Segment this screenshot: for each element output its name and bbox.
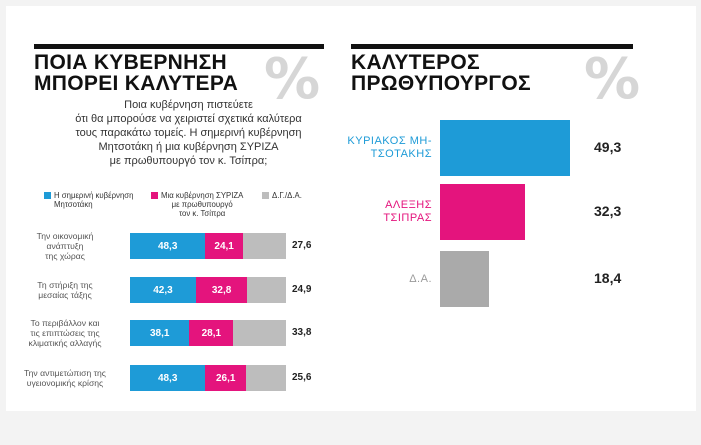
pm-label-line: Δ.Α.: [409, 272, 432, 285]
bar-dk: [233, 320, 286, 346]
pm-value-label: 18,4: [594, 270, 622, 286]
left-title-rule: [34, 44, 324, 49]
legend-item-mitsotakis: Η σημερινή κυβέρνηση Μητσοτάκη: [44, 191, 133, 209]
legend-line: Μητσοτάκη: [54, 200, 93, 209]
row-label: Το περιβάλλον και τις επιπτώσεις της κλιμα…: [8, 318, 122, 348]
bar-mitsotakis: 48,3: [130, 365, 206, 391]
bar-value-label: 48,3: [157, 372, 178, 384]
bar-value-label: 24,1: [214, 240, 234, 252]
legend-text: Δ.Γ./Δ.Α.: [272, 191, 302, 200]
legend-line: Δ.Γ./Δ.Α.: [272, 191, 302, 200]
bar-dk-value-label: 33,8: [292, 327, 312, 338]
pm-label: Δ.Α.: [332, 273, 432, 286]
left-title-line2: ΜΠΟΡΕΙ ΚΑΛΥΤΕΡΑ: [34, 72, 239, 95]
bar-syriza: 26,1: [205, 365, 247, 391]
legend-swatch: [44, 192, 51, 199]
intro-line: ότι θα μπορούσε να χειριστεί σχετικά καλ…: [75, 113, 302, 125]
pm-bar: [440, 184, 526, 240]
pm-label-line: ΚΥΡΙΑΚΟΣ ΜΗ-: [347, 135, 432, 147]
chart-panel: ΠΟΙΑ ΚΥΒΕΡΝΗΣΗ ΜΠΟΡΕΙ ΚΑΛΥΤΕΡΑ % Ποια κυ…: [6, 6, 696, 411]
row-label: Την αντιμετώπιση της υγειονομικής κρίσης: [8, 368, 122, 388]
bar-value-label: 48,3: [157, 240, 178, 252]
pm-bar: [440, 120, 570, 176]
bar-dk-value-label: 25,6: [292, 372, 312, 383]
row-label-line: Την αντιμετώπιση της: [24, 368, 106, 378]
pm-value-label: 32,3: [594, 203, 622, 219]
bar-value-label: 42,3: [153, 284, 173, 296]
bar-mitsotakis: 48,3: [130, 233, 206, 259]
pm-label-line: ΤΣΙΠΡΑΣ: [383, 212, 432, 224]
bar-value-label: 28,1: [201, 327, 222, 339]
legend-line: Η σημερινή κυβέρνηση: [54, 191, 134, 200]
legend-swatch: [151, 192, 158, 199]
bar-mitsotakis: 38,1: [130, 320, 190, 346]
legend-swatch: [262, 192, 269, 199]
bar-dk: [242, 233, 286, 259]
right-title-line2: ΠΡΩΘΥΠΟΥΡΓΟΣ: [351, 72, 531, 95]
row-label-line: τις επιπτώσεις της: [30, 328, 100, 338]
bar-dk: [246, 365, 286, 391]
right-title-line1: ΚΑΛΥΤΕΡΟΣ: [351, 51, 480, 74]
legend-line: με πρωθυπουργό: [171, 200, 233, 209]
pm-value-label: 49,3: [594, 139, 622, 155]
row-label-line: μεσαίας τάξης: [38, 290, 92, 300]
legend-item-syriza: Μια κυβέρνηση ΣΥΡΙΖΑ με πρωθυπουργό τον …: [151, 191, 243, 218]
left-percent-symbol: %: [264, 47, 321, 112]
row-label: Την οικονομική ανάπτυξη της χώρας: [8, 231, 122, 261]
pm-label: ΑΛΕΞΗΣ ΤΣΙΠΡΑΣ: [332, 199, 432, 225]
row-label-line: Τη στήριξη της: [37, 280, 93, 290]
row-label-line: Το περιβάλλον και: [30, 318, 100, 328]
intro-line: με πρωθυπουργό τον κ. Τσίπρα;: [109, 155, 268, 167]
bar-syriza: 28,1: [189, 320, 234, 346]
legend-item-dk: Δ.Γ./Δ.Α.: [262, 191, 302, 200]
pm-label-line: ΤΣΟΤΑΚΗΣ: [370, 148, 432, 160]
pm-label: ΚΥΡΙΑΚΟΣ ΜΗ- ΤΣΟΤΑΚΗΣ: [332, 135, 432, 161]
row-label-line: υγειονομικής κρίσης: [26, 378, 104, 388]
left-intro-text: Ποια κυβέρνηση πιστεύετε ότι θα μπορούσε…: [46, 98, 331, 168]
intro-line: Ποια κυβέρνηση πιστεύετε: [124, 99, 253, 111]
bar-dk-value-label: 27,6: [292, 240, 312, 251]
legend-line: τον κ. Τσίπρα: [179, 209, 226, 218]
row-label-line: της χώρας: [45, 251, 85, 261]
legend-text: Η σημερινή κυβέρνηση Μητσοτάκη: [54, 191, 133, 209]
right-title-rule: [351, 44, 633, 49]
legend-text: Μια κυβέρνηση ΣΥΡΙΖΑ με πρωθυπουργό τον …: [161, 191, 243, 218]
right-percent-symbol: %: [584, 47, 641, 112]
bar-dk-value-label: 24,9: [292, 284, 312, 295]
bar-mitsotakis: 42,3: [130, 277, 196, 303]
bar-syriza: 32,8: [195, 277, 248, 303]
bar-syriza: 24,1: [205, 233, 243, 259]
row-label-line: ανάπτυξη: [46, 241, 84, 251]
bar-value-label: 26,1: [215, 372, 236, 384]
pm-bar: [440, 251, 489, 307]
legend-line: Μια κυβέρνηση ΣΥΡΙΖΑ: [161, 191, 244, 200]
intro-line: τους παρακάτω τομείς. Η σημερινή κυβέρνη…: [75, 127, 302, 139]
row-label-line: κλιματικής αλλαγής: [28, 338, 102, 348]
left-title-line1: ΠΟΙΑ ΚΥΒΕΡΝΗΣΗ: [34, 51, 227, 74]
pm-label-line: ΑΛΕΞΗΣ: [385, 199, 432, 211]
row-label: Τη στήριξη της μεσαίας τάξης: [8, 280, 122, 300]
intro-line: Μητσοτάκη ή μια κυβέρνηση ΣΥΡΙΖΑ: [98, 141, 279, 153]
bar-value-label: 38,1: [149, 327, 170, 339]
row-label-line: Την οικονομική: [36, 231, 94, 241]
bar-dk: [247, 277, 286, 303]
bar-value-label: 32,8: [211, 284, 232, 296]
